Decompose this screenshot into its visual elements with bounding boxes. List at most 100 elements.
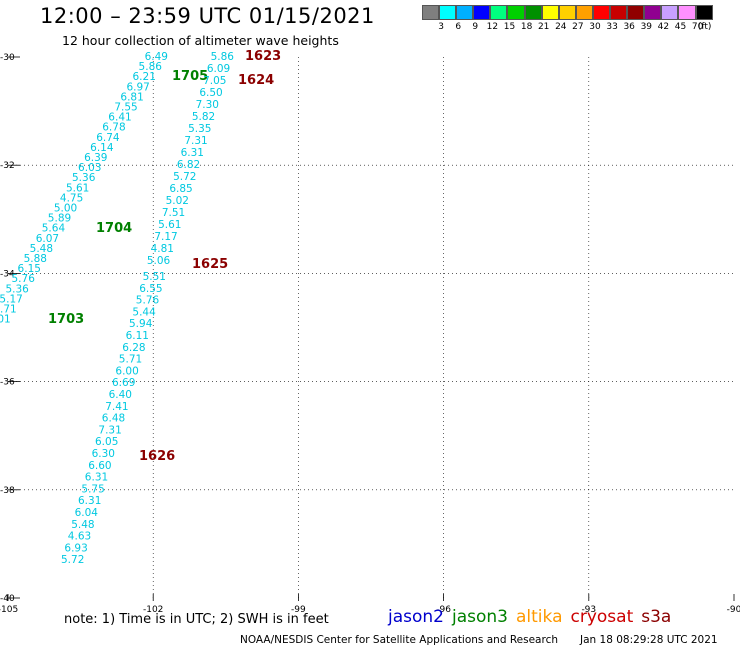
units-note: note: 1) Time is in UTC; 2) SWH is in fe… [64,612,329,627]
lon-tick-label: -93 [581,605,596,615]
page-title: 12:00 – 23:59 UTC 01/15/2021 [40,4,375,28]
pass-time-label: 1623 [245,49,281,64]
colorbar-label: 42 [657,22,670,32]
swh-value-label: 5.71 [119,354,142,366]
swh-value-label: 6.93 [64,542,87,554]
colorbar-label: 39 [640,22,653,32]
lat-tick-label: -40 [0,594,15,604]
swh-value-label: 5.00 [54,203,77,215]
colorbar-label: 6 [455,22,462,32]
colorbar-swatch [473,5,491,20]
swh-value-label: 6.11 [126,330,149,342]
swh-value-label: 6.21 [133,71,156,83]
swh-value-label: 5.76 [136,295,160,307]
swh-value-label: 6.28 [122,342,145,354]
swh-value-label: 5.61 [66,182,89,194]
colorbar-label: 45 [674,22,687,32]
wave-height-colorbar [422,5,713,21]
colorbar-swatch [678,5,696,20]
swh-value-label: 6.30 [92,448,115,460]
lon-tick-label: -99 [291,605,306,615]
swh-value-label: 6.39 [84,152,107,164]
swh-value-label: 6.82 [177,159,200,171]
swh-value-label: 5.51 [143,271,166,283]
colorbar-label: 3 [438,22,444,32]
swh-value-label: 5.82 [192,111,215,123]
colorbar-swatch [610,5,628,20]
swh-value-label: 6.81 [120,91,143,103]
lat-tick-label: -30 [0,53,15,63]
swh-value-label: 6.48 [102,413,125,425]
colorbar-swatch [592,5,611,20]
swh-value-label: 7.41 [105,401,128,413]
colorbar-label: 36 [623,22,635,32]
swh-value-label: 6.07 [36,233,59,245]
swh-value-label: 6.03 [78,162,101,174]
swh-value-label: 5.71 [0,304,17,316]
swh-value-label: 6.74 [96,132,120,144]
colorbar-swatch [627,5,645,20]
swh-value-label: 6.04 [75,507,99,519]
colorbar-swatch [422,5,440,20]
swh-value-label: 5.89 [48,213,71,225]
swh-value-label: 6.69 [112,377,135,389]
swh-value-label: 6.85 [169,183,192,195]
colorbar-label: 18 [520,22,533,32]
colorbar-label: 12 [486,22,499,32]
swh-value-label: 6.41 [108,112,131,124]
swh-value-label: 6.00 [115,365,138,377]
lon-tick-label: -102 [143,605,163,615]
colorbar-label: (ft) [697,22,712,32]
swh-value-label: 7.05 [203,75,226,87]
pass-time-label: 1703 [48,312,84,327]
swh-value-label: 6.31 [181,147,204,159]
lat-tick-label: -36 [0,378,15,388]
pass-time-label: 1705 [172,69,208,84]
swh-value-label: 6.78 [102,122,125,134]
colorbar-swatch [524,5,542,20]
colorbar-label: 33 [606,22,618,32]
lat-tick-label: -38 [0,486,15,496]
swh-value-label: 5.75 [81,483,104,495]
colorbar-label: 24 [555,22,567,32]
colorbar-swatch [456,5,474,20]
swh-value-label: 6.97 [126,81,149,93]
swh-value-label: 7.30 [196,99,219,111]
swh-value-label: 6.50 [199,87,222,99]
colorbar-swatch [558,5,576,20]
pass-time-label: 1624 [238,73,274,88]
colorbar-label: 21 [537,22,550,32]
swh-value-label: 5.72 [173,171,196,183]
swh-value-label: 6.01 [0,314,11,326]
swh-value-label: 5.06 [147,255,171,267]
swh-value-label: 7.55 [114,102,137,114]
colorbar-swatch [661,5,679,20]
colorbar-swatch [644,5,662,20]
swh-value-label: 6.31 [78,495,101,507]
colorbar-swatch [439,5,457,20]
swh-value-label: 6.14 [90,142,114,154]
pass-time-label: 1704 [96,221,132,236]
legend-entry-jason2: jason2 [388,607,444,627]
swh-value-label: 6.09 [207,63,230,75]
swh-value-label: 5.48 [30,243,53,255]
lon-tick-label: -90 [727,605,740,615]
colorbar-swatch [541,5,559,20]
colorbar-swatch [490,5,508,20]
colorbar-swatch [695,5,713,20]
lat-tick-label: -32 [0,161,15,171]
satellite-legend: jason2 jason3 altika cryosat s3a [388,607,679,627]
colorbar-label: 27 [572,22,584,32]
lat-tick-label: -34 [0,269,15,279]
swh-value-label: 7.31 [98,424,121,436]
swh-value-label: 6.55 [139,283,162,295]
swh-value-label: 7.51 [162,207,185,219]
swh-value-label: 7.31 [184,135,207,147]
lon-tick-label: -105 [0,605,18,615]
swh-value-label: 5.02 [166,195,189,207]
swh-value-label: 6.31 [85,472,108,484]
swh-value-label: 4.63 [68,531,91,543]
swh-value-label: 5.94 [129,318,153,330]
lon-tick-label: -96 [436,605,451,615]
swh-value-label: 6.05 [95,436,118,448]
